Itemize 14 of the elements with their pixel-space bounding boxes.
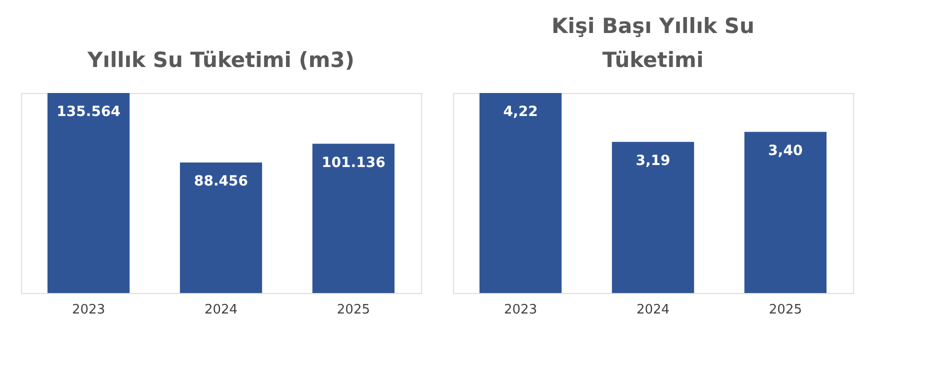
chart-title: Yıllık Su Tüketimi (m3) — [86, 48, 354, 72]
x-tick-label: 2025 — [768, 302, 802, 318]
chart-title: Kişi Başı Yıllık Su Tüketimi — [551, 14, 755, 72]
x-tick-label: 2023 — [504, 302, 538, 318]
data-label: 4,22 — [503, 104, 538, 120]
x-tick-label: 2024 — [204, 302, 238, 318]
data-label: 3,40 — [768, 142, 803, 159]
data-label: 101.136 — [322, 154, 386, 171]
x-tick-label: 2024 — [636, 302, 670, 318]
data-label: 3,19 — [636, 152, 670, 169]
x-tick-label: 2025 — [336, 302, 370, 318]
x-tick-label: 2023 — [72, 302, 106, 318]
data-label: 135.564 — [56, 104, 121, 120]
data-label: 88.456 — [194, 174, 248, 190]
